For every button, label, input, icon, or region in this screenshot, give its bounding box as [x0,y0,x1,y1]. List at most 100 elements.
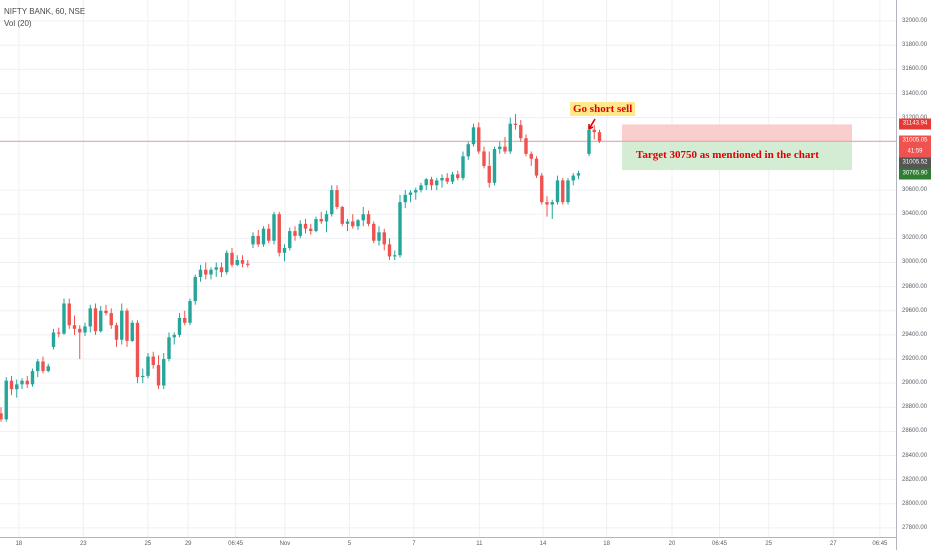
y-tick-label: 31200.00 [902,115,927,121]
candle-up [314,219,318,232]
candle-down [482,151,486,166]
candle-up [288,231,292,248]
plot-area[interactable]: NIFTY BANK, 60, NSE Vol (20) Go short se… [0,0,896,537]
price-axis[interactable]: 27800.00 28000.00 28200.00 28400.00 28600.00… [896,0,932,550]
candle-down [513,123,518,125]
candle-down [67,303,71,326]
x-tick-label: 29 [184,541,192,547]
candle-up [576,173,581,176]
candle-up [550,202,554,205]
candle-down [135,322,140,378]
candle-up [20,380,24,385]
candle-down [156,365,161,386]
candle-up [46,366,50,372]
candle-up [193,276,197,302]
x-tick-label: 5 [347,541,352,547]
y-tick-label: 31800.00 [902,42,928,49]
candle-down [104,310,108,314]
candle-down [9,380,14,390]
candle-down [267,228,271,241]
candle-up [471,127,476,145]
candle-down [445,178,449,182]
price-tag: 31143.94 [899,118,931,130]
x-tick-label: 06:45 [228,541,244,547]
candle-up [555,180,560,203]
candle-down [519,124,523,139]
volume-label[interactable]: Vol (20) [4,19,32,28]
candle-up [398,202,402,256]
candle-up [450,174,455,182]
x-tick-label: 25 [144,541,152,547]
candle-down [114,325,119,340]
y-tick-label: 29000.00 [902,380,928,387]
candle-up [345,221,350,224]
candle-up [198,269,203,277]
candle-down [230,252,234,265]
candle-up [587,129,591,154]
candle-up [4,380,8,420]
chart-legend: NIFTY BANK, 60, NSE Vol (20) [4,6,85,30]
candle-up [435,180,439,186]
candle-down [545,202,549,205]
price-tag: 31005.52 [899,157,931,169]
candle-down [477,127,481,152]
short-sell-note[interactable]: Go short sell [570,102,636,116]
candle-down [293,231,297,236]
candle-down [309,228,313,232]
candle-up [272,214,276,241]
candle-down [93,308,98,332]
candle-up [130,322,134,341]
candle-down [366,214,371,224]
y-tick-label: 28400.00 [902,452,928,459]
x-tick-label: 06:45 [872,541,888,547]
candle-up [492,149,497,183]
x-tick-label: 20 [668,541,676,547]
candle-down [534,158,539,176]
candle-up [177,317,182,335]
candle-up [466,144,470,157]
x-tick-label: 11 [476,541,483,547]
candle-up [356,220,360,227]
price-tag: 30765.90 [899,168,931,180]
y-tick-label: 29600.00 [902,307,928,314]
candle-up [162,359,166,386]
candle-up [498,146,502,150]
candle-down [57,332,61,334]
candle-down [340,206,344,224]
candle-down [204,269,208,275]
candle-down [524,138,528,154]
y-tick-label: 28200.00 [902,476,928,483]
candle-up [424,179,428,186]
candle-down [151,356,155,366]
y-tick-label: 29800.00 [902,283,928,290]
candle-down [303,223,308,229]
x-tick-label: 25 [765,541,773,547]
candle-down [540,175,544,203]
target-note[interactable]: Target 30750 as mentioned in the chart [636,149,819,161]
y-tick-label: 31400.00 [902,90,928,97]
candle-up [99,310,103,332]
y-tick-label: 28000.00 [902,500,928,507]
candle-down [183,317,187,323]
time-axis[interactable]: 18 23 25 29 06:45 Nov 5 7 11 14 18 20 06:45 25 27 06:45 [0,537,896,551]
candle-up [403,194,407,203]
candle-down [125,310,129,341]
candlestick-chart[interactable] [0,0,896,537]
symbol-label[interactable]: NIFTY BANK, 60, NSE [4,7,86,16]
candle-up [298,223,302,236]
candle-down [277,214,281,253]
candle-down [382,232,386,245]
candle-up [15,384,19,390]
candle-down [351,221,355,227]
candle-up [414,190,418,193]
candle-up [393,255,397,257]
candle-up [83,326,87,333]
candle-up [120,310,124,340]
y-tick-label: 30600.00 [902,187,928,194]
candle-up [62,303,66,334]
y-tick-label: 30200.00 [902,235,928,242]
candle-up [209,269,213,275]
candle-down [456,174,460,178]
candle-down [41,361,45,372]
candle-up [461,156,465,178]
